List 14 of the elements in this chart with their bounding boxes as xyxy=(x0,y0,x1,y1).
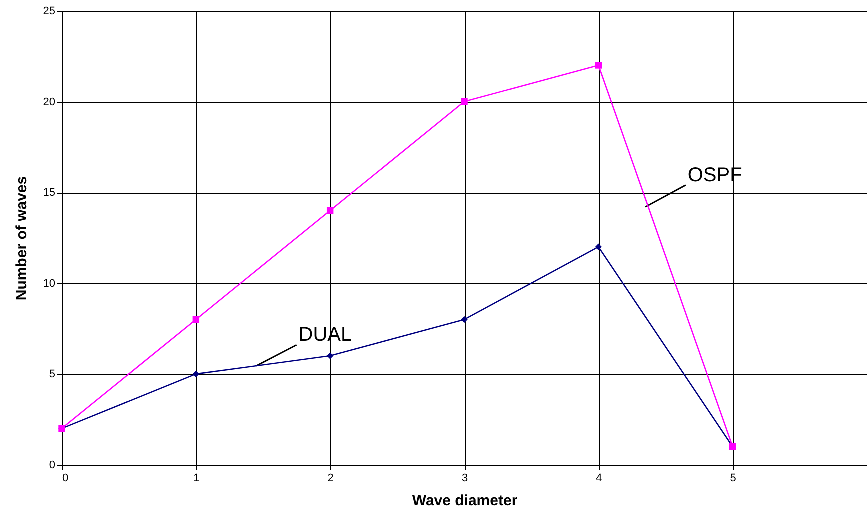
x-tick-label: 2 xyxy=(328,472,334,484)
x-tick-label: 4 xyxy=(596,472,602,484)
y-tick-label: 5 xyxy=(49,368,56,381)
y-tick-label: 20 xyxy=(43,96,56,108)
y-axis-title: Number of waves xyxy=(13,176,30,301)
x-axis-title: Wave diameter xyxy=(412,492,518,510)
y-tick-label: 25 xyxy=(43,6,56,18)
x-tick-label: 0 xyxy=(62,472,69,484)
y-tick-label: 0 xyxy=(49,460,56,472)
y-tick-label: 15 xyxy=(43,187,56,200)
x-tick-label: 5 xyxy=(730,472,736,484)
y-tick-label: 10 xyxy=(43,278,56,290)
x-tick-label: 3 xyxy=(462,472,468,484)
x-tick-label: 1 xyxy=(194,472,200,484)
